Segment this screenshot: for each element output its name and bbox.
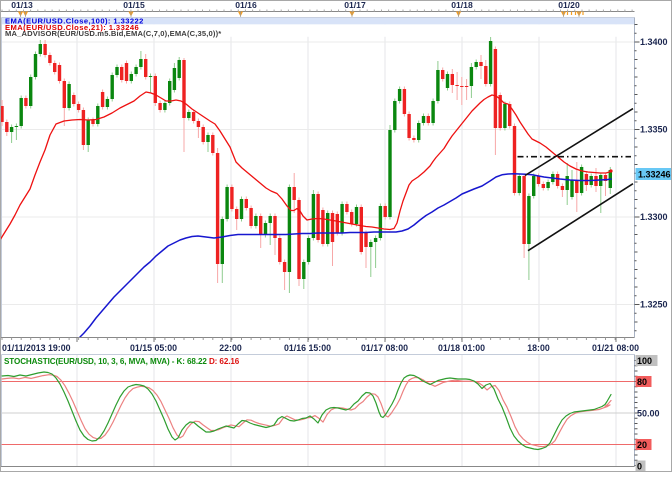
svg-text:01/17 08:00: 01/17 08:00 <box>361 343 408 353</box>
svg-text:01/18 01:00: 01/18 01:00 <box>438 343 485 353</box>
svg-text:01/16: 01/16 <box>235 0 257 10</box>
svg-text:01/17: 01/17 <box>344 0 366 10</box>
svg-text:01/20: 01/20 <box>558 0 580 10</box>
svg-text:50.00: 50.00 <box>637 409 660 419</box>
svg-text:01/18: 01/18 <box>451 0 473 10</box>
svg-text:0: 0 <box>637 462 642 472</box>
svg-text:01/15 05:00: 01/15 05:00 <box>130 343 177 353</box>
svg-text:MA_ADVISOR(EUR/USD.m5.Bid,EMA(: MA_ADVISOR(EUR/USD.m5.Bid,EMA(C,7,0),EMA… <box>5 29 221 38</box>
svg-text:18:00: 18:00 <box>527 343 550 353</box>
svg-text:01/16 15:00: 01/16 15:00 <box>284 343 331 353</box>
svg-text:1.3400: 1.3400 <box>640 37 668 47</box>
svg-text:1.3250: 1.3250 <box>640 300 668 310</box>
svg-text:01/21 08:00: 01/21 08:00 <box>592 343 639 353</box>
svg-text:1.3350: 1.3350 <box>640 125 668 135</box>
svg-text:80: 80 <box>637 377 647 387</box>
svg-text:1.3300: 1.3300 <box>640 212 668 222</box>
svg-text:01/11/2013 19:00: 01/11/2013 19:00 <box>2 343 71 353</box>
svg-text:01/13: 01/13 <box>11 0 33 10</box>
svg-text:STOCHASTIC(EUR/USD, 10, 3, 6,: STOCHASTIC(EUR/USD, 10, 3, 6, MVA, MVA) … <box>4 357 240 366</box>
svg-text:20: 20 <box>637 440 647 450</box>
svg-text:100: 100 <box>637 356 652 366</box>
svg-text:01/15: 01/15 <box>123 0 145 10</box>
svg-text:1.33246: 1.33246 <box>638 169 671 179</box>
svg-text:22:00: 22:00 <box>219 343 242 353</box>
